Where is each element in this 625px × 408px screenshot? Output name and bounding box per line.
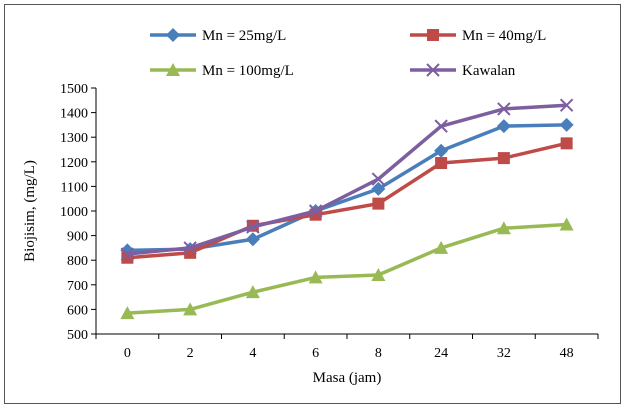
legend-label: Mn = 40mg/L [462,28,546,44]
x-axis-title: Masa (jam) [313,370,382,386]
legend-label: Mn = 100mg/L [202,63,294,79]
data-point [245,285,260,299]
data-point [308,270,323,284]
data-point [559,217,574,231]
data-point [308,204,323,218]
legend-item: Mn = 25mg/L [150,28,286,44]
y-tick-label: 1100 [61,180,88,195]
legend-item: Mn = 40mg/L [410,28,546,44]
data-point [496,221,511,235]
y-tick-label: 800 [67,254,88,269]
series-3 [120,98,574,261]
series-group [120,98,574,320]
data-point [497,152,510,165]
y-tick-label: 1000 [60,205,88,220]
y-tick-label: 500 [67,328,88,343]
chart-frame [4,4,621,404]
data-point [434,119,448,133]
data-point [183,302,198,316]
data-point [372,197,385,210]
data-point [560,137,573,150]
y-tick-label: 1200 [60,156,88,171]
y-tick-label: 900 [67,230,88,245]
legend-label: Mn = 25mg/L [202,28,286,44]
data-point [559,98,574,112]
x-tick-label: 0 [124,346,131,361]
x-tick-label: 4 [249,346,256,361]
x-tick-label: 32 [497,346,511,361]
data-point [183,241,197,255]
x-tick-label: 6 [312,346,319,361]
data-point [559,117,574,132]
legend-marker [427,29,439,41]
data-point [497,102,511,116]
legend-marker [166,28,180,42]
data-point [120,306,135,320]
series-2 [120,217,574,320]
legend-marker [166,63,180,76]
y-tick-label: 1300 [60,131,88,146]
data-point [371,181,386,196]
x-tick-label: 24 [434,346,448,361]
legend-label: Kawalan [462,63,516,79]
series-line [127,141,568,260]
data-point [245,232,260,247]
y-tick-label: 1400 [60,107,88,122]
legend: Mn = 25mg/L Mn = 40mg/L Mn = 100mg/L Kawala… [150,28,546,79]
data-point [496,119,511,134]
y-tick-label: 600 [67,303,88,318]
series-0 [120,117,574,258]
x-ticks: 0 2 4 6 8 24 32 48 [95,334,599,361]
data-point [371,172,386,186]
data-point [435,157,448,170]
data-point [434,143,449,158]
data-point [121,251,134,264]
x-tick-label: 48 [560,346,574,361]
data-point [434,240,449,254]
data-point [246,220,260,234]
y-tick-label: 1500 [60,82,88,97]
y-axis-title: Biojisim, (mg/L) [22,160,38,262]
x-tick-label: 8 [375,346,382,361]
legend-item: Mn = 100mg/L [150,63,294,79]
data-point [371,267,386,281]
series-line [127,222,567,315]
legend-item: Kawalan [410,63,516,79]
y-ticks: 500 600 700 800 900 1000 1100 1200 1300 1400 1500 [60,82,96,343]
x-tick-label: 2 [187,346,194,361]
y-tick-label: 700 [67,279,88,294]
data-point [120,247,135,261]
series-line [127,103,567,256]
legend-marker [426,63,440,77]
